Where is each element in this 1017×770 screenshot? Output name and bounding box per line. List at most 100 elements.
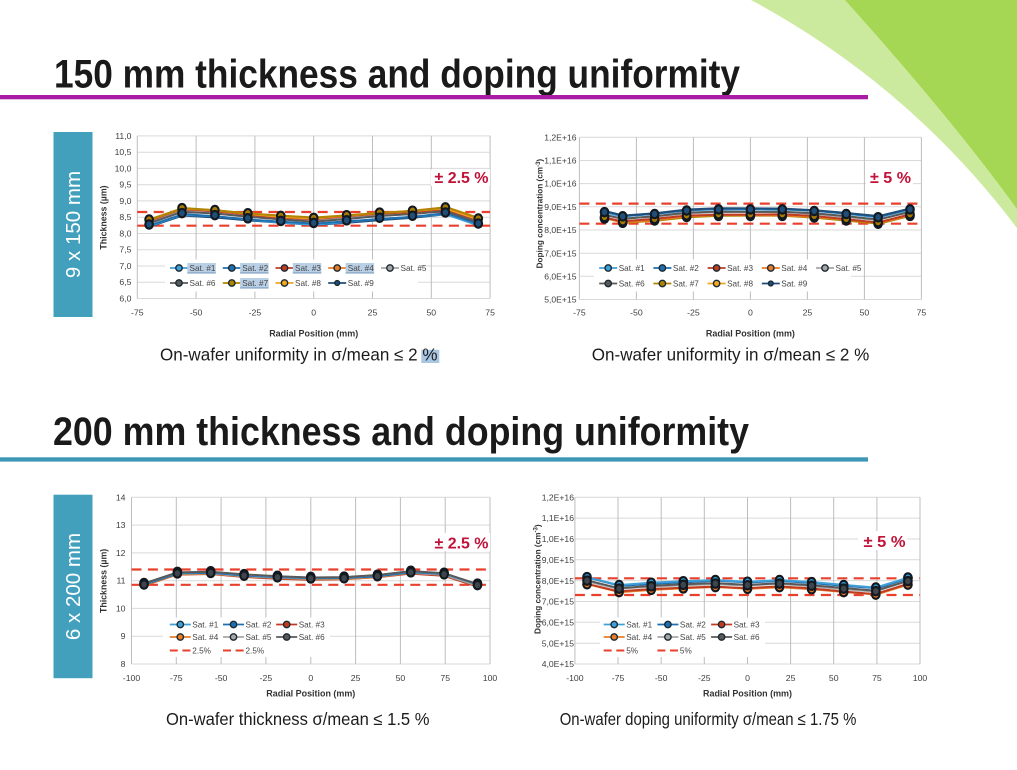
svg-text:Sat. #3: Sat. #3 xyxy=(299,621,325,630)
svg-text:25: 25 xyxy=(368,308,378,318)
svg-text:8,0: 8,0 xyxy=(119,229,131,239)
svg-text:6,0E+15: 6,0E+15 xyxy=(544,271,576,281)
svg-text:6,5: 6,5 xyxy=(119,277,131,287)
svg-text:6,0E+15: 6,0E+15 xyxy=(542,617,574,627)
svg-text:Doping concentration (cm-3): Doping concentration (cm-3) xyxy=(535,159,544,269)
svg-text:On-wafer uniformity in σ/mean: On-wafer uniformity in σ/mean ≤ 2 % xyxy=(160,345,438,365)
svg-text:Sat. #4: Sat. #4 xyxy=(626,633,652,642)
svg-text:Sat. #1: Sat. #1 xyxy=(626,621,652,630)
svg-text:7,0E+15: 7,0E+15 xyxy=(544,248,576,258)
svg-text:25: 25 xyxy=(786,673,796,683)
svg-text:50: 50 xyxy=(860,308,870,318)
svg-text:-75: -75 xyxy=(131,308,144,318)
svg-text:1,2E+16: 1,2E+16 xyxy=(544,132,576,142)
svg-text:25: 25 xyxy=(803,308,813,318)
svg-text:11: 11 xyxy=(116,576,125,586)
svg-text:2.5%: 2.5% xyxy=(246,647,265,656)
svg-text:Sat. #5: Sat. #5 xyxy=(401,264,427,273)
svg-text:50: 50 xyxy=(396,673,406,683)
svg-text:Sat. #7: Sat. #7 xyxy=(673,280,699,289)
svg-text:6,0: 6,0 xyxy=(119,294,131,304)
svg-text:100: 100 xyxy=(913,673,928,683)
svg-text:9,0E+15: 9,0E+15 xyxy=(544,202,576,212)
svg-text:75: 75 xyxy=(440,673,450,683)
svg-text:Sat. #2: Sat. #2 xyxy=(242,264,268,273)
svg-text:10,0: 10,0 xyxy=(115,163,132,173)
svg-text:0: 0 xyxy=(748,308,753,318)
svg-text:-50: -50 xyxy=(215,673,228,683)
svg-text:9,5: 9,5 xyxy=(119,180,131,190)
svg-text:10,5: 10,5 xyxy=(115,147,132,157)
svg-text:Thickness (µm): Thickness (µm) xyxy=(99,549,109,613)
svg-text:-50: -50 xyxy=(655,673,668,683)
svg-text:7,0: 7,0 xyxy=(119,261,131,271)
svg-text:75: 75 xyxy=(917,308,927,318)
svg-text:Sat. #2: Sat. #2 xyxy=(246,621,272,630)
svg-text:50: 50 xyxy=(426,308,436,318)
svg-text:200 mm thickness and doping un: 200 mm thickness and doping uniformity xyxy=(53,410,750,454)
svg-text:9,0E+15: 9,0E+15 xyxy=(542,555,574,565)
svg-text:Doping concentration (cm-3): Doping concentration (cm-3) xyxy=(533,524,542,634)
svg-text:1,1E+16: 1,1E+16 xyxy=(542,513,574,523)
svg-text:-75: -75 xyxy=(573,308,586,318)
svg-text:On-wafer thickness σ/mean ≤ 1.: On-wafer thickness σ/mean ≤ 1.5 % xyxy=(166,709,430,729)
svg-text:5,0E+15: 5,0E+15 xyxy=(544,295,576,305)
svg-text:-25: -25 xyxy=(260,673,273,683)
svg-text:25: 25 xyxy=(351,673,361,683)
svg-text:-100: -100 xyxy=(566,673,584,683)
svg-text:-50: -50 xyxy=(630,308,643,318)
svg-text:9,0: 9,0 xyxy=(119,196,131,206)
svg-text:-75: -75 xyxy=(612,673,625,683)
svg-text:8,0E+15: 8,0E+15 xyxy=(542,576,574,586)
svg-text:100: 100 xyxy=(483,673,498,683)
svg-text:± 5 %: ± 5 % xyxy=(864,534,906,551)
svg-text:Sat. #3: Sat. #3 xyxy=(734,621,760,630)
svg-text:± 2.5 %: ± 2.5 % xyxy=(435,170,489,187)
svg-text:8,5: 8,5 xyxy=(119,212,131,222)
svg-text:5%: 5% xyxy=(680,647,692,656)
svg-text:1,1E+16: 1,1E+16 xyxy=(544,156,576,166)
svg-text:10: 10 xyxy=(116,603,126,613)
svg-text:-25: -25 xyxy=(249,308,262,318)
svg-text:8: 8 xyxy=(121,659,126,669)
svg-text:75: 75 xyxy=(485,308,495,318)
svg-text:6 x 200 mm: 6 x 200 mm xyxy=(62,533,85,640)
svg-text:Sat. #5: Sat. #5 xyxy=(246,633,272,642)
svg-text:9 x 150 mm: 9 x 150 mm xyxy=(62,171,85,278)
svg-text:-25: -25 xyxy=(687,308,700,318)
svg-text:Sat. #9: Sat. #9 xyxy=(781,280,807,289)
svg-text:Sat. #1: Sat. #1 xyxy=(192,621,218,630)
svg-text:1,0E+16: 1,0E+16 xyxy=(544,179,576,189)
svg-text:Sat. #6: Sat. #6 xyxy=(299,633,325,642)
svg-text:12: 12 xyxy=(116,548,126,558)
svg-text:150 mm thickness and doping un: 150 mm thickness and doping uniformity xyxy=(54,53,741,97)
svg-text:13: 13 xyxy=(116,520,126,530)
svg-text:-25: -25 xyxy=(698,673,711,683)
svg-text:14: 14 xyxy=(116,492,126,502)
svg-text:Radial Position (mm): Radial Position (mm) xyxy=(703,689,792,700)
svg-text:Sat. #4: Sat. #4 xyxy=(192,633,218,642)
svg-text:Radial Position (mm): Radial Position (mm) xyxy=(266,689,355,700)
svg-text:-100: -100 xyxy=(123,673,141,683)
svg-text:Sat. #3: Sat. #3 xyxy=(727,264,753,273)
svg-text:Sat. #5: Sat. #5 xyxy=(836,264,862,273)
svg-text:On-wafer doping uniformity σ/m: On-wafer doping uniformity σ/mean ≤ 1.75… xyxy=(560,709,857,729)
svg-text:-75: -75 xyxy=(170,673,183,683)
svg-text:7,5: 7,5 xyxy=(119,245,131,255)
svg-text:± 5 %: ± 5 % xyxy=(870,170,911,187)
svg-text:75: 75 xyxy=(872,673,882,683)
svg-text:Sat. #3: Sat. #3 xyxy=(295,264,321,273)
svg-text:9: 9 xyxy=(121,631,126,641)
svg-text:11,0: 11,0 xyxy=(115,131,131,141)
svg-text:Sat. #6: Sat. #6 xyxy=(190,279,216,288)
svg-text:Sat. #4: Sat. #4 xyxy=(781,264,807,273)
svg-text:7,0E+15: 7,0E+15 xyxy=(542,597,574,607)
svg-text:Sat. #8: Sat. #8 xyxy=(295,279,321,288)
svg-text:8,0E+15: 8,0E+15 xyxy=(544,225,576,235)
svg-text:Radial Position (mm): Radial Position (mm) xyxy=(706,329,795,340)
svg-text:Radial Position (mm): Radial Position (mm) xyxy=(269,329,358,340)
svg-text:Sat. #1: Sat. #1 xyxy=(619,264,645,273)
svg-text:5,0E+15: 5,0E+15 xyxy=(542,638,574,648)
svg-text:Sat. #7: Sat. #7 xyxy=(242,279,268,288)
svg-text:Sat. #6: Sat. #6 xyxy=(734,633,760,642)
